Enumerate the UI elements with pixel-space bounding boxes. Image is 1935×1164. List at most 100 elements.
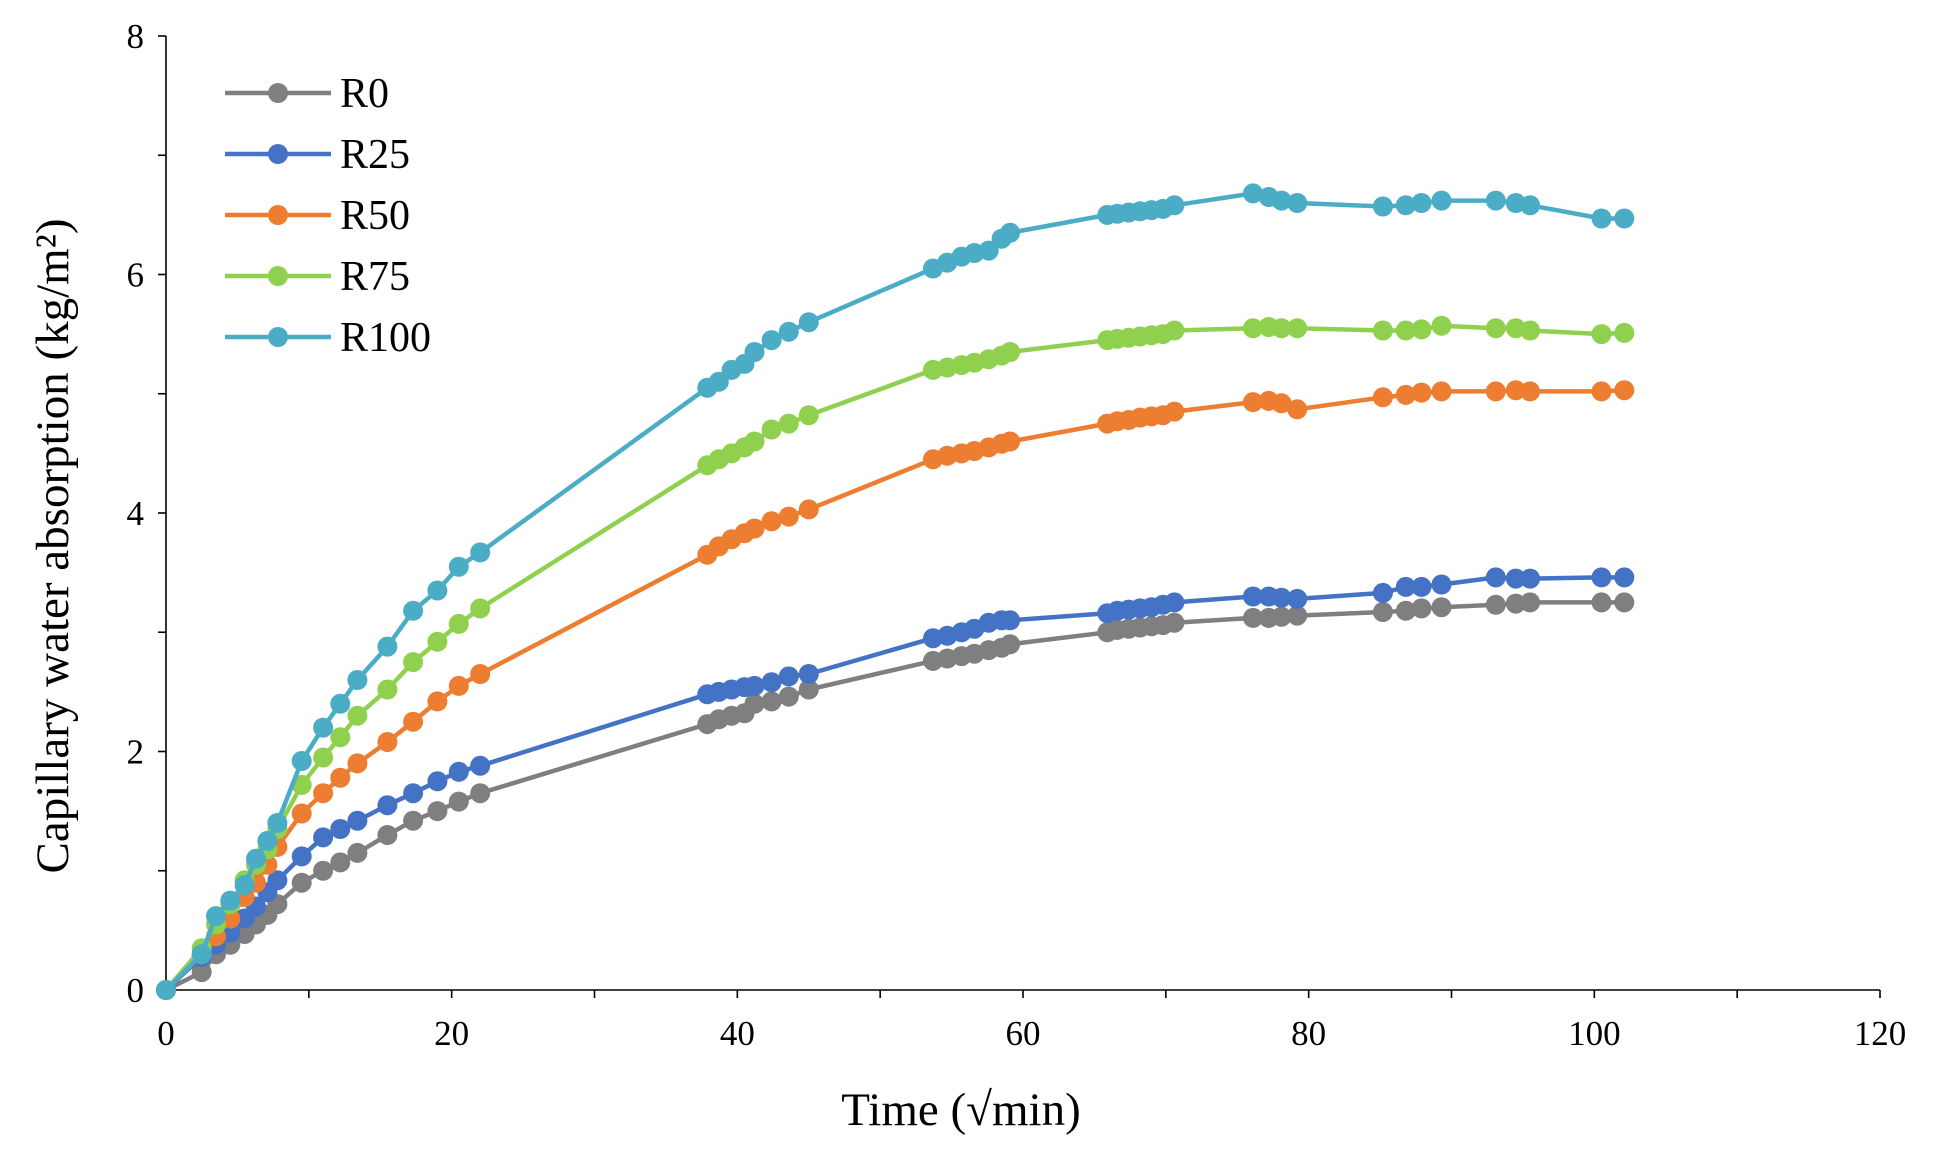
y-axis-title: Capillary water absorption (kg/m²) (27, 219, 79, 874)
data-point-r25 (778, 666, 799, 687)
data-point-r0 (313, 860, 334, 881)
data-point-r75 (1395, 320, 1416, 341)
data-point-r50 (778, 506, 799, 527)
data-point-r75 (761, 419, 782, 440)
legend-label-r25: R25 (340, 132, 410, 178)
data-point-r100 (1614, 208, 1635, 229)
data-point-r75 (1591, 324, 1612, 345)
data-point-r50 (1591, 381, 1612, 402)
legend-item-r50: R50 (225, 193, 410, 239)
data-point-r0 (1000, 634, 1021, 655)
data-point-r50 (291, 803, 312, 824)
data-point-r0 (1243, 607, 1263, 628)
data-point-r100 (313, 717, 334, 738)
data-point-r50 (427, 691, 448, 712)
data-point-r50 (1372, 387, 1393, 408)
data-point-r100 (1485, 190, 1506, 211)
data-point-r25 (761, 672, 782, 693)
data-point-r50 (1000, 431, 1021, 452)
data-point-r25 (1164, 592, 1185, 613)
data-point-r25 (744, 675, 765, 696)
legend-label-r0: R0 (340, 71, 389, 117)
series-line-r75 (164, 323, 1625, 992)
data-point-r75 (1164, 320, 1185, 341)
data-point-r50 (798, 499, 819, 520)
x-tick-label: 40 (720, 1014, 755, 1053)
data-point-r100 (246, 848, 266, 869)
x-tick-label: 80 (1291, 1014, 1326, 1053)
data-point-r100 (1520, 195, 1541, 216)
data-point-r100 (1287, 193, 1308, 213)
data-point-r100 (1271, 190, 1292, 211)
data-point-r0 (1431, 597, 1452, 618)
data-point-r0 (1287, 605, 1308, 626)
series-r50 (156, 380, 1635, 1000)
data-point-r25 (377, 795, 398, 816)
data-point-r0 (1505, 593, 1526, 614)
data-point-r100 (330, 693, 351, 714)
x-axis-title: Time (√min) (841, 1084, 1081, 1136)
data-point-r100 (1372, 196, 1393, 217)
data-point-r100 (257, 830, 278, 851)
data-point-r25 (1395, 576, 1416, 597)
data-point-r75 (1000, 342, 1021, 362)
data-point-r50 (403, 711, 424, 732)
data-point-r75 (1411, 319, 1432, 340)
data-point-r0 (778, 686, 799, 707)
legend-marker-r0 (268, 83, 288, 103)
legend-item-r25: R25 (225, 132, 410, 178)
data-point-r100 (448, 556, 469, 577)
data-point-r25 (1000, 610, 1021, 631)
data-point-r0 (1614, 592, 1635, 613)
legend: R0 R25 R50 R75 R100 (225, 71, 431, 361)
data-point-r50 (1411, 382, 1432, 403)
data-point-r50 (1164, 401, 1185, 422)
legend-item-r0: R0 (225, 71, 389, 117)
data-point-r0 (1395, 600, 1416, 621)
data-point-r75 (313, 747, 334, 768)
data-point-r100 (291, 751, 312, 771)
data-point-r75 (1520, 320, 1541, 341)
legend-marker-r75 (268, 266, 288, 286)
data-point-r75 (798, 405, 819, 426)
series-r25 (156, 567, 1635, 1000)
data-point-r0 (330, 852, 351, 873)
data-point-r25 (313, 827, 334, 848)
data-point-r75 (1271, 318, 1292, 339)
data-point-r50 (761, 511, 782, 532)
data-point-r0 (427, 801, 448, 822)
data-point-r0 (377, 825, 398, 845)
data-point-r75 (427, 631, 448, 652)
data-point-r25 (1591, 567, 1612, 588)
data-point-r75 (778, 413, 799, 434)
data-point-r0 (744, 693, 765, 714)
data-point-r100 (206, 906, 226, 927)
data-point-r25 (1372, 582, 1393, 603)
data-point-r25 (1287, 588, 1308, 609)
data-point-r100 (191, 944, 212, 965)
data-point-r0 (1372, 602, 1393, 622)
data-point-r100 (978, 240, 999, 261)
data-point-r100 (347, 670, 368, 690)
series-r100 (156, 183, 1635, 1000)
data-point-r25 (1271, 587, 1292, 608)
data-point-r50 (330, 767, 351, 788)
data-point-r0 (1591, 592, 1612, 613)
data-point-r50 (448, 675, 469, 696)
data-point-r50 (1395, 384, 1416, 405)
x-tick-label: 60 (1006, 1014, 1041, 1053)
data-point-r0 (1485, 594, 1506, 615)
y-tick-label: 8 (127, 17, 145, 56)
data-point-r25 (267, 870, 288, 891)
data-point-r50 (1614, 380, 1635, 401)
data-point-r100 (1431, 190, 1452, 211)
data-point-r100 (708, 371, 729, 392)
data-point-r25 (1485, 567, 1506, 588)
data-point-r0 (1411, 598, 1432, 619)
data-point-r100 (778, 321, 799, 342)
data-point-r25 (1431, 574, 1452, 595)
data-point-r75 (377, 679, 398, 700)
data-point-r0 (798, 679, 819, 700)
